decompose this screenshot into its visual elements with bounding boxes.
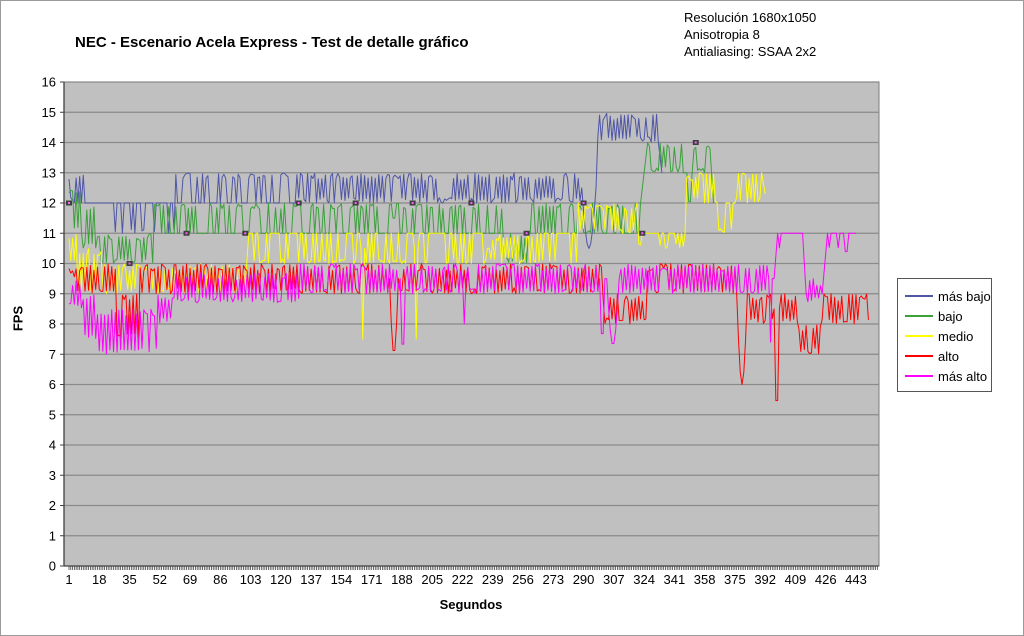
x-tick-label: 222	[452, 572, 474, 587]
x-tick-label: 35	[122, 572, 136, 587]
legend-item: medio	[905, 326, 991, 346]
x-tick-label: 18	[92, 572, 106, 587]
point-marker-center	[641, 232, 644, 235]
y-tick-label: 8	[49, 317, 56, 332]
x-tick-label: 120	[270, 572, 292, 587]
x-tick-label: 392	[754, 572, 776, 587]
x-tick-label: 256	[512, 572, 534, 587]
x-tick-label: 154	[331, 572, 353, 587]
info-antialiasing: Antialiasing: SSAA 2x2	[684, 44, 817, 59]
x-tick-label: 137	[300, 572, 322, 587]
point-marker-center	[128, 262, 131, 265]
x-tick-label: 239	[482, 572, 504, 587]
point-marker-center	[582, 202, 585, 204]
legend-item: bajo	[905, 306, 991, 326]
x-axis-title: Segundos	[439, 597, 503, 612]
point-marker-center	[354, 202, 357, 204]
x-tick-label: 324	[633, 572, 655, 587]
y-tick-label: 10	[42, 256, 56, 271]
x-tick-label: 52	[153, 572, 167, 587]
info-resolution: Resolución 1680x1050	[684, 10, 817, 25]
chart-title: NEC - Escenario Acela Express - Test de …	[75, 34, 469, 51]
y-tick-label: 6	[49, 377, 56, 392]
legend-label: más bajo	[938, 288, 991, 304]
legend-line-swatch	[905, 315, 933, 317]
y-tick-label: 15	[42, 105, 56, 120]
x-tick-label: 375	[724, 572, 746, 587]
y-tick-label: 9	[49, 286, 56, 301]
y-tick-label: 2	[49, 498, 56, 513]
x-tick-label: 273	[542, 572, 564, 587]
y-tick-label: 16	[42, 75, 56, 90]
legend-label: alto	[938, 348, 959, 364]
x-tick-label: 188	[391, 572, 413, 587]
x-tick-label: 341	[664, 572, 686, 587]
y-tick-label: 12	[42, 196, 56, 211]
info-anisotropy: Anisotropia 8	[684, 27, 760, 42]
chart-settings-info: Resolución 1680x1050 Anisotropia 8 Antia…	[684, 9, 816, 60]
x-tick-label: 409	[785, 572, 807, 587]
legend-label: medio	[938, 328, 974, 344]
x-tick-label: 103	[240, 572, 262, 587]
legend-line-swatch	[905, 355, 933, 357]
y-tick-label: 4	[49, 438, 56, 453]
point-marker-center	[525, 232, 528, 235]
series-line-más-alto	[68, 232, 856, 355]
legend-label: más alto	[938, 368, 988, 384]
y-axis-title: FPS	[10, 305, 26, 332]
legend-line-swatch	[905, 335, 933, 337]
y-tick-label: 13	[42, 165, 56, 180]
series-line-bajo	[68, 142, 715, 264]
legend-item: más alto	[905, 366, 991, 386]
y-tick-label: 5	[49, 407, 56, 422]
x-tick-label: 426	[815, 572, 837, 587]
y-tick-label: 14	[42, 135, 56, 150]
legend-label: bajo	[938, 308, 963, 324]
x-tick-label: 69	[183, 572, 197, 587]
y-tick-label: 11	[43, 226, 57, 241]
y-tick-label: 7	[49, 347, 56, 362]
x-tick-label: 443	[845, 572, 867, 587]
x-tick-label: 86	[213, 572, 227, 587]
legend-item: alto	[905, 346, 991, 366]
point-marker-center	[411, 202, 414, 204]
legend-line-swatch	[905, 295, 933, 297]
y-tick-label: 3	[49, 468, 56, 483]
x-tick-label: 290	[573, 572, 595, 587]
x-tick-label: 1	[65, 572, 72, 587]
point-marker-center	[244, 232, 247, 235]
x-tick-label: 358	[694, 572, 716, 587]
y-tick-label: 1	[49, 528, 56, 543]
legend-item: más bajo	[905, 286, 991, 306]
point-marker-center	[68, 202, 70, 204]
x-tick-label: 205	[421, 572, 443, 587]
point-marker-center	[297, 202, 300, 204]
x-tick-label: 307	[603, 572, 625, 587]
point-marker-center	[470, 202, 473, 204]
legend: más bajo bajo medio alto más alto	[897, 278, 992, 392]
legend-line-swatch	[905, 375, 933, 377]
y-tick-label: 0	[49, 559, 56, 574]
point-marker-center	[185, 232, 188, 235]
x-tick-label: 171	[361, 572, 383, 587]
point-marker-center	[694, 141, 697, 144]
